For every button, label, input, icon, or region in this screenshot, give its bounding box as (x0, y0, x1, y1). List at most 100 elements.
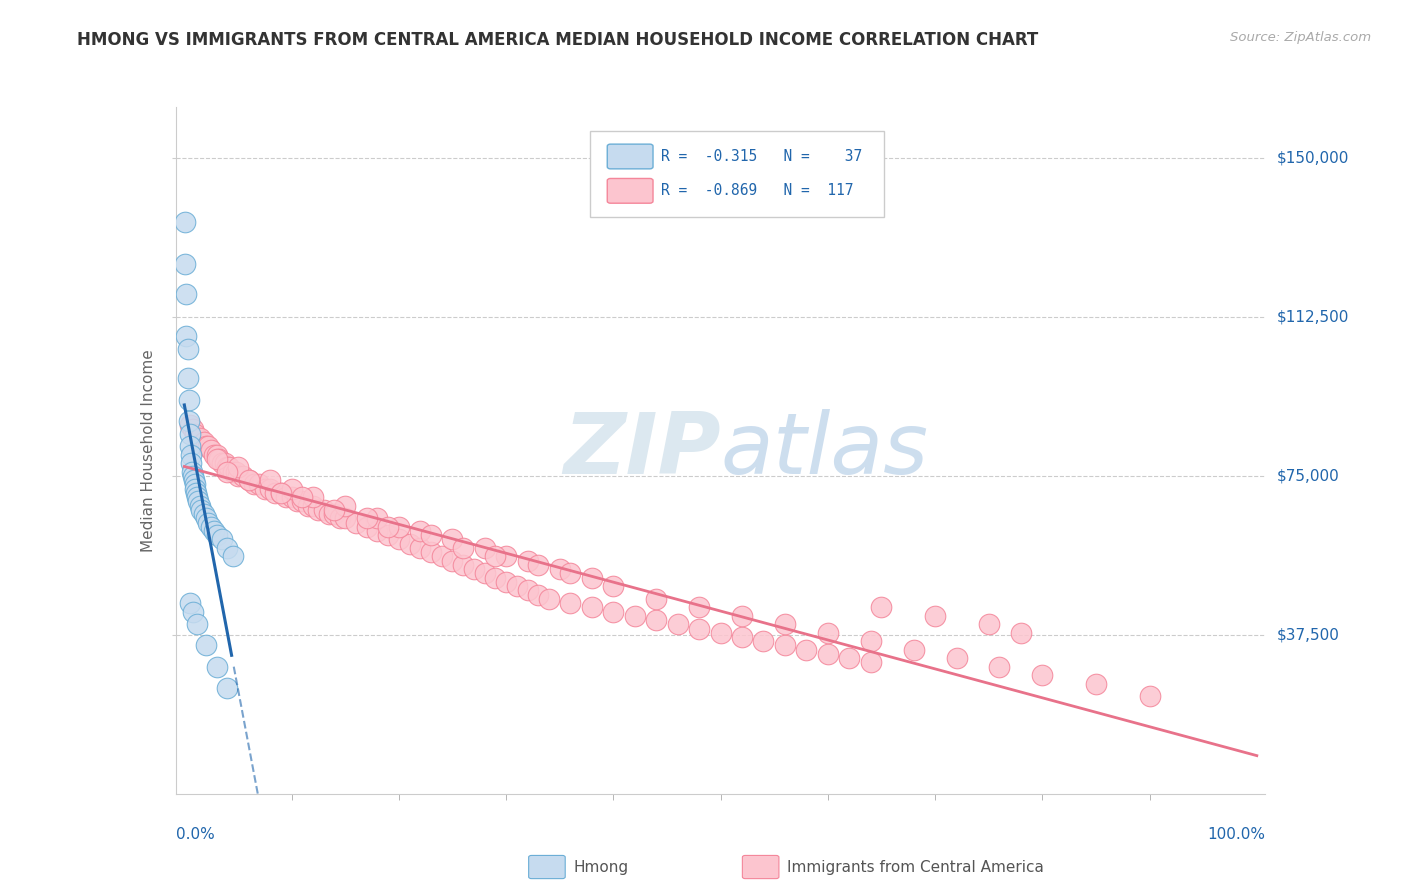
Point (217, 541, 239, 555)
Point (177, 414, 200, 428)
Point (280, 482, 302, 496)
Point (344, 516, 367, 530)
Point (180, 456, 202, 470)
Point (870, 600, 893, 615)
Point (194, 511, 217, 525)
Text: 0.0%: 0.0% (176, 827, 215, 842)
Point (307, 503, 329, 517)
Point (796, 642, 818, 657)
Point (602, 605, 624, 619)
Point (388, 520, 411, 534)
Point (221, 465, 243, 479)
Point (202, 524, 225, 538)
Point (838, 651, 860, 665)
Point (731, 630, 754, 644)
Point (329, 511, 352, 525)
Point (945, 651, 967, 665)
FancyBboxPatch shape (529, 855, 565, 879)
Point (817, 625, 839, 640)
Point (205, 448, 228, 462)
Point (179, 417, 201, 432)
Point (205, 659, 228, 673)
Point (451, 541, 474, 555)
Point (377, 520, 399, 534)
Point (176, 371, 198, 385)
Point (217, 465, 239, 479)
Point (817, 647, 839, 661)
Text: $37,500: $37,500 (1277, 627, 1340, 642)
Point (527, 558, 550, 572)
Text: 100.0%: 100.0% (1208, 827, 1265, 842)
Point (988, 659, 1011, 673)
Point (187, 494, 209, 508)
Text: $75,000: $75,000 (1277, 468, 1340, 483)
Point (474, 541, 496, 555)
Point (688, 600, 710, 615)
Point (581, 571, 603, 585)
Point (666, 617, 689, 632)
Point (356, 520, 378, 534)
Point (225, 465, 247, 479)
Point (623, 608, 645, 623)
Point (1031, 668, 1053, 682)
Point (903, 642, 925, 657)
Point (441, 533, 464, 547)
Point (1010, 625, 1032, 640)
Point (752, 634, 775, 648)
Point (1139, 690, 1161, 704)
Point (291, 494, 314, 508)
Point (377, 528, 399, 542)
Point (183, 473, 205, 487)
Text: HMONG VS IMMIGRANTS FROM CENTRAL AMERICA MEDIAN HOUSEHOLD INCOME CORRELATION CHA: HMONG VS IMMIGRANTS FROM CENTRAL AMERICA… (77, 31, 1039, 49)
Point (645, 591, 668, 606)
Point (226, 469, 249, 483)
Point (451, 558, 474, 572)
Point (214, 456, 236, 470)
Text: R =  -0.869   N =  117: R = -0.869 N = 117 (661, 184, 853, 198)
Point (366, 524, 388, 538)
Point (409, 524, 432, 538)
Point (516, 554, 538, 568)
Point (859, 656, 882, 670)
Point (184, 482, 207, 496)
Point (506, 579, 529, 593)
Point (217, 681, 239, 695)
Point (484, 571, 506, 585)
Point (259, 482, 281, 496)
Text: $112,500: $112,500 (1277, 310, 1348, 325)
Point (859, 634, 882, 648)
Point (190, 431, 212, 445)
Point (688, 622, 710, 636)
Point (773, 639, 796, 653)
Point (186, 431, 208, 445)
Point (200, 443, 222, 458)
Point (194, 439, 217, 453)
Point (197, 516, 219, 530)
Point (430, 549, 453, 564)
Point (197, 439, 219, 453)
Text: $150,000: $150,000 (1277, 151, 1348, 165)
Point (731, 608, 754, 623)
Text: Source: ZipAtlas.com: Source: ZipAtlas.com (1230, 31, 1371, 45)
Point (1084, 676, 1107, 690)
Point (180, 448, 202, 462)
Point (181, 469, 204, 483)
Point (176, 329, 198, 343)
Point (297, 499, 319, 513)
Point (190, 503, 212, 517)
Point (247, 477, 270, 491)
Point (335, 511, 357, 525)
Point (474, 566, 496, 581)
Point (238, 473, 260, 487)
Point (264, 486, 287, 500)
Point (259, 473, 281, 487)
Point (280, 490, 302, 504)
Point (312, 503, 335, 517)
Point (516, 583, 538, 598)
Point (211, 456, 233, 470)
Point (441, 554, 464, 568)
Point (388, 533, 411, 547)
Point (186, 490, 208, 504)
Point (484, 549, 506, 564)
Point (181, 605, 204, 619)
